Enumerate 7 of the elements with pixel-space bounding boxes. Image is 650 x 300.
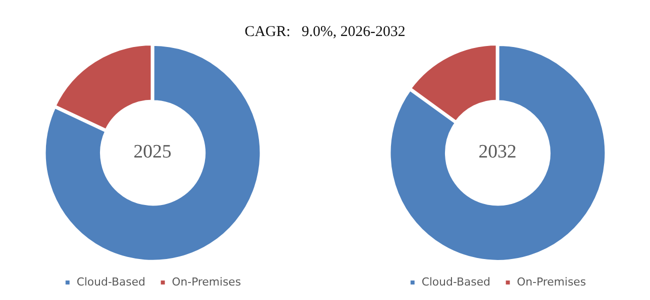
legend-label: Cloud-Based bbox=[76, 275, 146, 288]
legend-label: On-Premises bbox=[516, 275, 586, 288]
text: CAGR: 9.0%, 2026-2032 bbox=[244, 24, 406, 41]
text: 2032 bbox=[478, 141, 516, 162]
legend-label: Cloud-Based bbox=[422, 275, 490, 288]
text: 2025 bbox=[134, 141, 172, 162]
legend-label: On-Premises bbox=[172, 275, 242, 288]
